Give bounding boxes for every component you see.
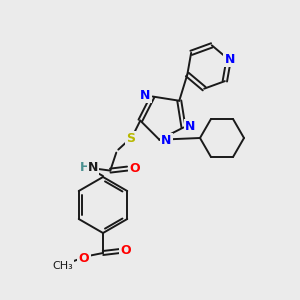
- Text: N: N: [161, 134, 172, 147]
- Text: H: H: [80, 161, 91, 174]
- Text: O: O: [121, 244, 131, 257]
- Text: N: N: [88, 161, 98, 174]
- Text: O: O: [79, 251, 89, 265]
- Text: N: N: [185, 120, 196, 133]
- Text: N: N: [224, 53, 235, 66]
- Text: CH₃: CH₃: [52, 261, 74, 271]
- Text: S: S: [126, 132, 135, 145]
- Text: N: N: [140, 89, 151, 102]
- Text: O: O: [129, 162, 140, 175]
